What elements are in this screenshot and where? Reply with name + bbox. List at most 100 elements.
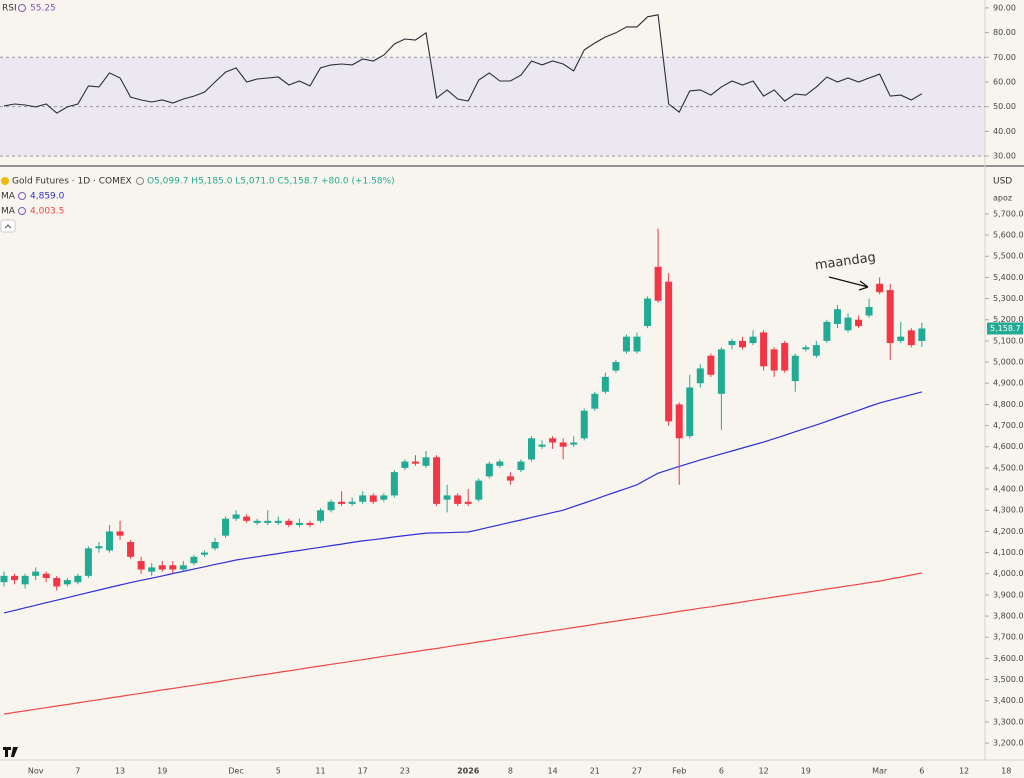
candle-body xyxy=(897,336,905,341)
candle-body xyxy=(95,546,103,549)
candle-body xyxy=(369,495,377,502)
candle-body xyxy=(422,457,430,466)
y-tick-label: 80.00 xyxy=(993,28,1016,37)
candle-body xyxy=(781,343,789,371)
candle-body xyxy=(169,565,177,570)
candle-body xyxy=(580,410,588,439)
y-tick-label: 60.00 xyxy=(993,77,1016,86)
candle-body xyxy=(179,565,187,570)
y-tick-label: 5,400.0 xyxy=(993,273,1024,282)
x-tick-label: 21 xyxy=(590,767,600,776)
x-tick-label: 5 xyxy=(276,767,281,776)
candle-body xyxy=(770,349,778,371)
candle-body xyxy=(74,575,82,583)
x-tick-label: 6 xyxy=(919,767,924,776)
y-tick-label: 50.00 xyxy=(993,102,1016,111)
candle-body xyxy=(42,573,50,578)
candle-body xyxy=(200,552,208,555)
candle-body xyxy=(211,541,219,549)
currency-label[interactable]: USD xyxy=(993,177,1012,187)
annotation-arrow xyxy=(828,276,869,288)
price-tag-label: 5,158.7 xyxy=(990,324,1021,333)
y-tick-label: 3,200.0 xyxy=(993,739,1024,748)
settings-icon[interactable] xyxy=(18,207,26,215)
status-icon xyxy=(136,177,144,185)
candle-body xyxy=(760,332,768,367)
y-tick-label: 3,800.0 xyxy=(993,612,1024,621)
candle-body xyxy=(665,281,673,422)
candle-body xyxy=(559,442,567,447)
candle-body xyxy=(327,501,335,511)
settings-icon[interactable] xyxy=(18,192,26,200)
candle-body xyxy=(496,461,504,466)
candle-body xyxy=(0,575,8,583)
candle-body xyxy=(622,336,630,352)
candle-body xyxy=(549,438,557,443)
y-tick-label: 3,700.0 xyxy=(993,633,1024,642)
candle-body xyxy=(380,495,388,500)
candle-body xyxy=(475,480,483,500)
candle-body xyxy=(538,444,546,447)
candle-body xyxy=(32,571,40,576)
y-tick-label: 5,600.0 xyxy=(993,231,1024,240)
candle-body xyxy=(728,340,736,346)
candle-body xyxy=(106,531,113,551)
y-tick-label: 4,800.0 xyxy=(993,400,1024,409)
candle-body xyxy=(675,404,683,439)
y-tick-label: 4,400.0 xyxy=(993,485,1024,494)
ma-legend-name: MA xyxy=(1,192,16,202)
x-tick-label: 12 xyxy=(959,767,969,776)
candle-body xyxy=(295,522,303,526)
candle-body xyxy=(84,548,92,576)
y-tick-label: 3,600.0 xyxy=(993,654,1024,663)
y-tick-label: 4,300.0 xyxy=(993,506,1024,515)
candle-body xyxy=(802,347,810,350)
x-tick-label: Dec xyxy=(228,767,243,776)
candle-body xyxy=(53,577,61,587)
y-tick-label: 3,400.0 xyxy=(993,696,1024,705)
y-tick-label: 5,300.0 xyxy=(993,294,1024,303)
candle-body xyxy=(116,531,124,536)
unit-menu[interactable]: apoz xyxy=(993,194,1012,203)
symbol-icon xyxy=(1,177,9,185)
candle-body xyxy=(306,522,314,526)
x-tick-label: Feb xyxy=(672,767,686,776)
candle-body xyxy=(264,520,272,523)
x-tick-label: Mar xyxy=(872,767,888,776)
x-tick-label: Nov xyxy=(28,767,44,776)
candle-body xyxy=(232,514,240,519)
x-tick-label: 17 xyxy=(358,767,368,776)
logo xyxy=(3,747,18,757)
y-tick-label: 3,500.0 xyxy=(993,675,1024,684)
x-tick-label: 6 xyxy=(719,767,724,776)
collapse-button[interactable] xyxy=(0,219,16,233)
candle-body xyxy=(348,501,356,504)
candle-body xyxy=(686,387,694,437)
candle-body xyxy=(285,520,293,526)
candle-body xyxy=(517,461,525,471)
candle-body xyxy=(739,340,746,348)
y-tick-label: 5,100.0 xyxy=(993,336,1024,345)
x-tick-label: 19 xyxy=(157,767,167,776)
ma-legend-name: MA xyxy=(1,207,16,217)
settings-icon[interactable] xyxy=(18,4,26,12)
y-tick-label: 3,900.0 xyxy=(993,590,1024,599)
rsi-line xyxy=(3,14,923,114)
x-tick-label: 11 xyxy=(315,767,325,776)
candle-body xyxy=(464,501,472,504)
x-tick-label: 7 xyxy=(75,767,80,776)
candle-body xyxy=(359,495,367,502)
candle-body xyxy=(411,461,419,464)
candle-body xyxy=(570,442,578,445)
candle-body xyxy=(844,317,852,331)
annotation-arrowhead xyxy=(858,280,869,291)
candle-body xyxy=(601,376,609,392)
collapse-icon xyxy=(4,224,12,229)
y-tick-label: 4,200.0 xyxy=(993,527,1024,536)
candle-body xyxy=(717,349,725,394)
candle-body xyxy=(528,438,535,460)
candle-body xyxy=(833,309,841,324)
candle-body xyxy=(485,463,493,477)
x-tick-label: 12 xyxy=(759,767,769,776)
